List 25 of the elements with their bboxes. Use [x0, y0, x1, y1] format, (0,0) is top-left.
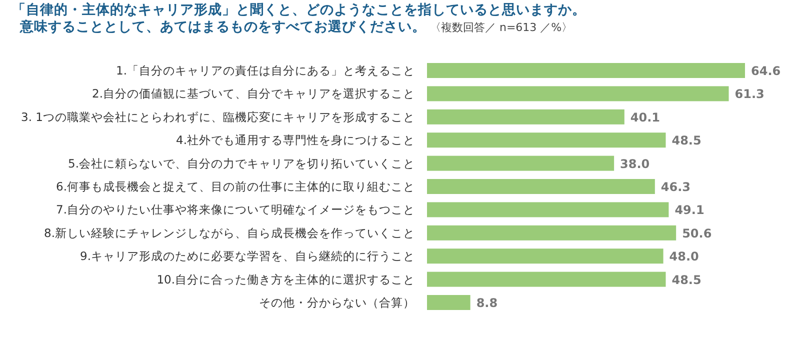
category-label: 6.何事も成長機会と捉えて、目の前の仕事に主体的に取り組むこと — [56, 180, 415, 194]
category-label: 9.キャリア形成のために必要な学習を、自ら継続的に行うこと — [80, 249, 415, 264]
value-label: 8.8 — [476, 296, 498, 310]
value-label: 48.5 — [672, 134, 702, 148]
value-label: 38.0 — [620, 156, 650, 171]
value-label: 61.3 — [734, 87, 764, 102]
value-label: 49.1 — [674, 203, 704, 218]
category-label: 8.新しい経験にチャレンジしながら、自ら成長機会を作っていくこと — [44, 226, 415, 240]
annotation: 〈複数回答／ n=613 ／%〉 — [430, 21, 573, 34]
category-label: 10.自分に合った働き方を主体的に選択すること — [156, 272, 415, 286]
value-label: 48.0 — [669, 250, 699, 264]
title: 「自律的・主体的なキャリア形成」と聞くと、どのようなことを指していると思いますか。 — [12, 2, 586, 18]
category-label: 2.自分の価値観に基づいて、自分でキャリアを選択すること — [92, 86, 415, 101]
category-label: 7.自分のやりたい仕事や将来像について明確なイメージをもつこと — [56, 202, 415, 217]
value-label: 46.3 — [660, 180, 691, 194]
value-label: 50.6 — [682, 226, 712, 240]
category-label: 4.社外でも通用する専門性を身につけること — [176, 133, 415, 148]
value-label: 40.1 — [630, 110, 660, 124]
category-label: 1.「自分のキャリアの責任は自分にある」と考えること — [116, 64, 415, 78]
value-label: 48.5 — [672, 272, 702, 287]
category-label: 5.会社に頼らないで、自分の力でキャリアを切り拓いていくこと — [68, 156, 415, 170]
value-label: 64.6 — [751, 64, 781, 78]
category-label: その他・分からない（合算） — [259, 296, 415, 310]
category-label: 3. 1つの職業や会社にとらわれずに、臨機応変にキャリアを形成すること — [21, 110, 415, 124]
subtitle: 意味することとして、あてはまるものをすべてお選びください。 — [20, 19, 426, 35]
